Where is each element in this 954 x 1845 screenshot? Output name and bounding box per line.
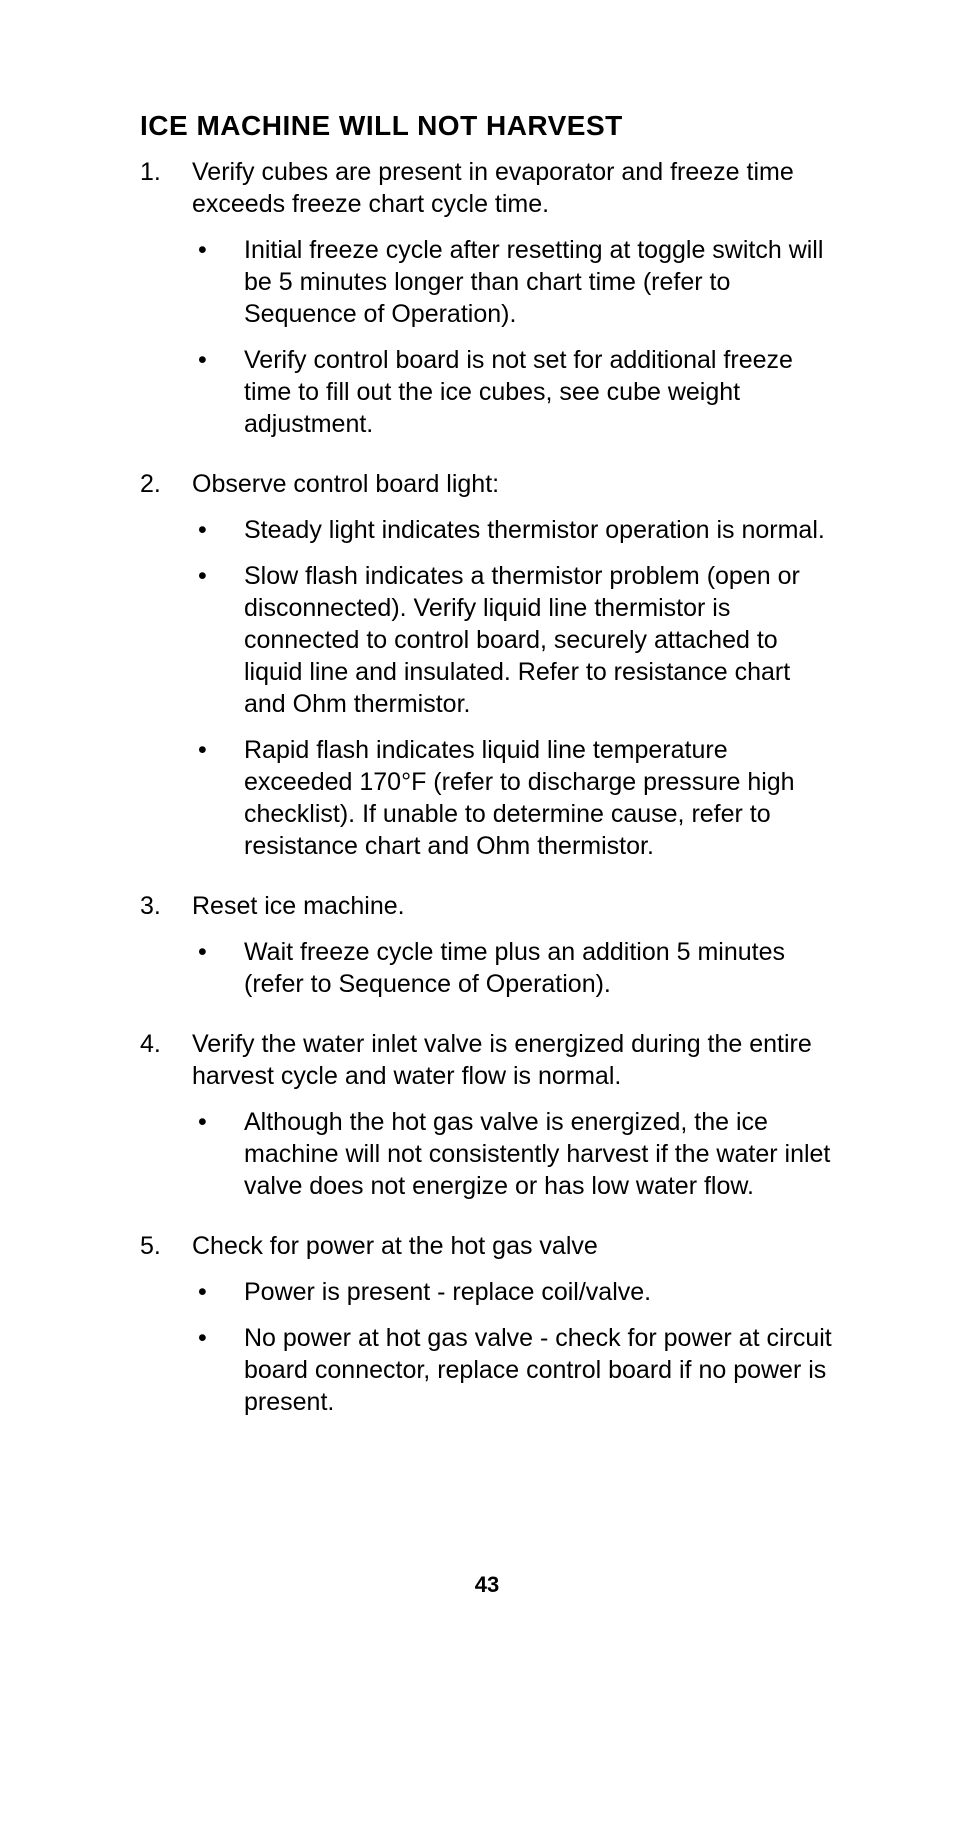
sub-list-item: •Although the hot gas valve is energized… bbox=[192, 1106, 834, 1202]
bullet-icon: • bbox=[192, 234, 244, 330]
sub-list-item-text: No power at hot gas valve - check for po… bbox=[244, 1322, 834, 1418]
list-item: 1.Verify cubes are present in evaporator… bbox=[140, 156, 834, 454]
sub-list: •Although the hot gas valve is energized… bbox=[192, 1106, 834, 1202]
list-item-content: Reset ice machine. •Wait freeze cycle tim… bbox=[192, 890, 834, 1014]
list-item: 3.Reset ice machine. •Wait freeze cycle t… bbox=[140, 890, 834, 1014]
sub-list: •Initial freeze cycle after resetting at… bbox=[192, 234, 834, 440]
bullet-icon: • bbox=[192, 1276, 244, 1308]
sub-list: •Steady light indicates thermistor opera… bbox=[192, 514, 834, 862]
sub-list-item-text: Slow flash indicates a thermistor proble… bbox=[244, 560, 834, 720]
bullet-icon: • bbox=[192, 514, 244, 546]
sub-list-item-text: Although the hot gas valve is energized,… bbox=[244, 1106, 834, 1202]
sub-list-item: •Initial freeze cycle after resetting at… bbox=[192, 234, 834, 330]
sub-list-item: • Verify control board is not set for ad… bbox=[192, 344, 834, 440]
bullet-icon: • bbox=[192, 734, 244, 862]
sub-list-item-text: Power is present - replace coil/valve. bbox=[244, 1276, 834, 1308]
list-item-content: Check for power at the hot gas valve •Pow… bbox=[192, 1230, 834, 1432]
list-item: 5.Check for power at the hot gas valve •P… bbox=[140, 1230, 834, 1432]
list-item-content: Verify the water inlet valve is energize… bbox=[192, 1028, 834, 1216]
list-item-number: 1. bbox=[140, 156, 192, 454]
sub-list-item: •No power at hot gas valve - check for p… bbox=[192, 1322, 834, 1418]
bullet-icon: • bbox=[192, 936, 244, 1000]
list-item-text: Observe control board light: bbox=[192, 468, 834, 500]
sub-list: •Wait freeze cycle time plus an addition… bbox=[192, 936, 834, 1000]
sub-list-item-text: Rapid flash indicates liquid line temper… bbox=[244, 734, 834, 862]
list-item-number: 3. bbox=[140, 890, 192, 1014]
list-item-number: 4. bbox=[140, 1028, 192, 1216]
list-item: 2.Observe control board light:•Steady li… bbox=[140, 468, 834, 876]
list-item-number: 5. bbox=[140, 1230, 192, 1432]
list-item-text: Verify cubes are present in evaporator a… bbox=[192, 156, 834, 220]
sub-list-item: •Power is present - replace coil/valve. bbox=[192, 1276, 834, 1308]
bullet-icon: • bbox=[192, 560, 244, 720]
sub-list-item: •Slow flash indicates a thermistor probl… bbox=[192, 560, 834, 720]
section-title: ICE MACHINE WILL NOT HARVEST bbox=[140, 110, 834, 142]
bullet-icon: • bbox=[192, 1106, 244, 1202]
sub-list-item-text: Wait freeze cycle time plus an addition … bbox=[244, 936, 834, 1000]
list-item-text: Check for power at the hot gas valve bbox=[192, 1230, 834, 1262]
sub-list-item-text: Verify control board is not set for addi… bbox=[244, 344, 834, 440]
list-item-content: Verify cubes are present in evaporator a… bbox=[192, 156, 834, 454]
list-item-text: Reset ice machine. bbox=[192, 890, 834, 922]
list-item: 4.Verify the water inlet valve is energi… bbox=[140, 1028, 834, 1216]
sub-list-item: •Steady light indicates thermistor opera… bbox=[192, 514, 834, 546]
list-item-number: 2. bbox=[140, 468, 192, 876]
page-number: 43 bbox=[140, 1572, 834, 1598]
list-item-text: Verify the water inlet valve is energize… bbox=[192, 1028, 834, 1092]
bullet-icon: • bbox=[192, 344, 244, 440]
sub-list-item: •Rapid flash indicates liquid line tempe… bbox=[192, 734, 834, 862]
sub-list-item: •Wait freeze cycle time plus an addition… bbox=[192, 936, 834, 1000]
bullet-icon: • bbox=[192, 1322, 244, 1418]
main-ordered-list: 1.Verify cubes are present in evaporator… bbox=[140, 156, 834, 1432]
sub-list-item-text: Steady light indicates thermistor operat… bbox=[244, 514, 834, 546]
sub-list-item-text: Initial freeze cycle after resetting at … bbox=[244, 234, 834, 330]
list-item-content: Observe control board light:•Steady ligh… bbox=[192, 468, 834, 876]
sub-list: •Power is present - replace coil/valve.•… bbox=[192, 1276, 834, 1418]
